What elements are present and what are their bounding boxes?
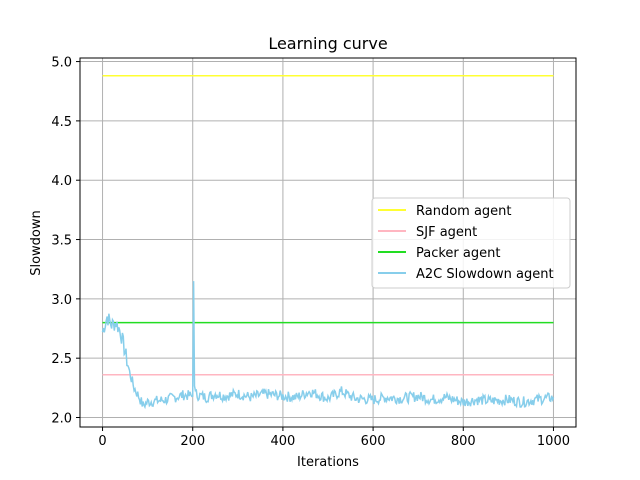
y-axis: 2.0 2.5 3.0 3.5 4.0 4.5 5.0 — [51, 56, 80, 427]
y-tick-label: 4.5 — [51, 115, 72, 130]
x-axis: 0 200 400 600 800 1000 — [98, 427, 570, 449]
legend-label: SJF agent — [416, 225, 477, 240]
y-tick-label: 3.5 — [51, 234, 72, 249]
plot-frame — [79, 57, 577, 428]
y-axis-label: Slowdown — [29, 210, 44, 276]
x-tick-label: 800 — [451, 434, 476, 449]
x-tick-label: 1000 — [537, 434, 570, 449]
legend-label: A2C Slowdown agent — [416, 267, 554, 282]
series-line-4 — [101, 281, 555, 410]
x-tick-label: 0 — [98, 434, 106, 449]
chart-title: Learning curve — [268, 34, 387, 53]
y-tick-label: 2.5 — [51, 352, 72, 367]
legend: Random agent SJF agent Packer agent A2C Slo… — [371, 197, 571, 289]
x-tick-label: 600 — [361, 434, 386, 449]
y-tick-label: 3.0 — [51, 293, 72, 308]
y-tick-label: 4.0 — [51, 174, 72, 189]
y-tick-label: 2.0 — [51, 412, 72, 427]
x-axis-label: Iterations — [297, 455, 359, 470]
legend-label: Packer agent — [416, 246, 500, 261]
legend-label: Random agent — [416, 204, 512, 219]
y-tick-label: 5.0 — [51, 56, 72, 71]
x-tick-label: 400 — [270, 434, 295, 449]
series-layer — [101, 75, 555, 410]
x-tick-label: 200 — [180, 434, 205, 449]
legend-box — [371, 197, 571, 289]
